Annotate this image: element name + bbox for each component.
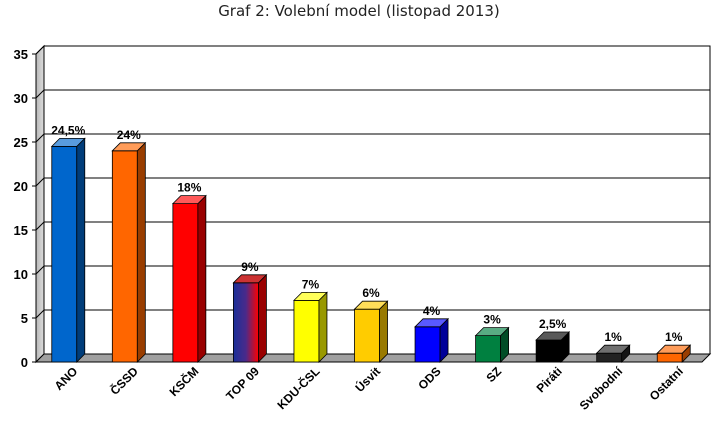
data-label: 6% bbox=[362, 286, 380, 300]
bar-front[interactable] bbox=[111, 150, 138, 363]
x-tick-label: ODS bbox=[415, 364, 443, 392]
bar-front[interactable] bbox=[51, 145, 78, 363]
x-tick-label: Úsvit bbox=[352, 364, 383, 395]
chart-title: Graf 2: Volební model (listopad 2013) bbox=[218, 2, 500, 20]
bar-ks-m[interactable] bbox=[171, 194, 207, 363]
bar-top[interactable] bbox=[50, 137, 86, 147]
x-tick-label: Piráti bbox=[534, 364, 565, 395]
bar--svit[interactable] bbox=[353, 300, 389, 363]
bar-side[interactable] bbox=[197, 194, 207, 363]
bar-top[interactable] bbox=[111, 142, 147, 152]
data-label: 18% bbox=[177, 181, 201, 195]
bar-top[interactable] bbox=[292, 291, 328, 301]
y-tick-label: 15 bbox=[14, 223, 28, 238]
bar-top-09[interactable] bbox=[232, 273, 268, 363]
bar-top[interactable] bbox=[171, 195, 207, 205]
x-tick-label: KDU-ČSL bbox=[274, 364, 323, 413]
bar-ano[interactable] bbox=[50, 137, 86, 363]
y-tick-label: 10 bbox=[14, 267, 28, 282]
data-label: 2,5% bbox=[539, 317, 567, 331]
bar-top[interactable] bbox=[595, 344, 631, 354]
data-label: 1% bbox=[605, 330, 623, 344]
x-tick-label: TOP 09 bbox=[223, 364, 262, 403]
gridline bbox=[35, 133, 710, 143]
data-label: 24,5% bbox=[51, 123, 85, 137]
gridline bbox=[35, 265, 710, 275]
bar-top[interactable] bbox=[353, 300, 389, 310]
data-label: 3% bbox=[483, 313, 501, 327]
bar-side[interactable] bbox=[318, 291, 328, 363]
data-label: 4% bbox=[423, 304, 441, 318]
bar-top[interactable] bbox=[656, 344, 692, 354]
x-tick-label: ČSSD bbox=[107, 363, 141, 397]
bar-front[interactable] bbox=[354, 308, 380, 363]
x-tick-label: KSČM bbox=[166, 364, 202, 400]
y-tick-label: 30 bbox=[14, 91, 28, 106]
bar-side[interactable] bbox=[379, 300, 388, 363]
bar-front[interactable] bbox=[535, 339, 562, 363]
bar-front[interactable] bbox=[596, 352, 623, 363]
gridline bbox=[35, 45, 710, 55]
bar-side[interactable] bbox=[258, 273, 267, 363]
gridline bbox=[35, 221, 710, 231]
gridline bbox=[35, 177, 710, 187]
bar-front[interactable] bbox=[293, 299, 320, 363]
bar-front[interactable] bbox=[414, 326, 441, 363]
y-tick-label: 20 bbox=[14, 179, 28, 194]
bar-ostatn-[interactable] bbox=[656, 344, 692, 363]
x-tick-label: ANO bbox=[52, 364, 81, 393]
bar--ssd[interactable] bbox=[111, 141, 147, 363]
bar-top[interactable] bbox=[474, 327, 510, 337]
gridline bbox=[35, 89, 710, 99]
bar-ods[interactable] bbox=[414, 317, 450, 363]
y-tick-label: 35 bbox=[14, 47, 28, 62]
bar-side[interactable] bbox=[76, 137, 86, 363]
y-tick-label: 25 bbox=[14, 135, 28, 150]
data-label: 24% bbox=[117, 128, 141, 142]
bar-top[interactable] bbox=[232, 274, 268, 284]
data-label: 7% bbox=[302, 277, 320, 291]
bar-sz[interactable] bbox=[474, 326, 510, 363]
bar-top[interactable] bbox=[535, 331, 571, 341]
x-tick-label: Ostatní bbox=[647, 364, 687, 404]
data-label: 9% bbox=[241, 260, 259, 274]
bar-kdu-sl[interactable] bbox=[292, 291, 328, 363]
x-tick-label: SZ bbox=[483, 364, 504, 385]
bar-front[interactable] bbox=[656, 352, 683, 363]
bar-side[interactable] bbox=[136, 141, 146, 363]
bar-svobodn-[interactable] bbox=[595, 344, 631, 363]
bar-front[interactable] bbox=[233, 282, 259, 363]
gridline bbox=[35, 309, 710, 319]
bar-front[interactable] bbox=[172, 203, 199, 363]
bar-pir-ti[interactable] bbox=[535, 331, 571, 363]
bar-top[interactable] bbox=[414, 318, 450, 328]
y-tick-label: 0 bbox=[21, 355, 28, 370]
x-tick-label: Svobodní bbox=[577, 364, 626, 413]
bar-front[interactable] bbox=[475, 335, 501, 363]
data-label: 1% bbox=[665, 330, 683, 344]
y-tick-label: 5 bbox=[21, 311, 28, 326]
